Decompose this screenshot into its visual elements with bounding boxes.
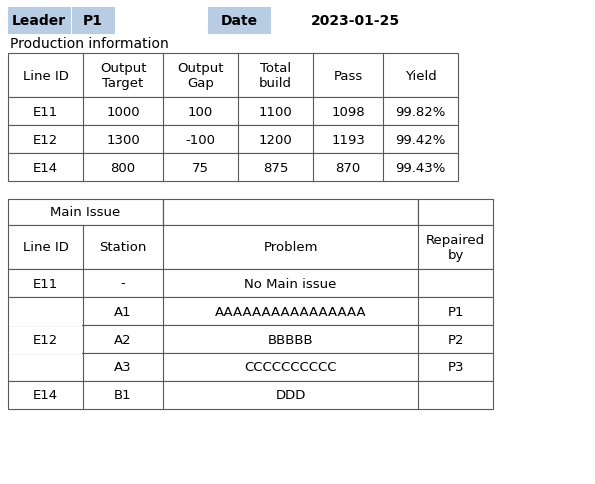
Bar (418, 199, 493, 226)
Bar (8, 325, 493, 353)
Bar (8, 270, 493, 297)
Text: 1193: 1193 (331, 133, 365, 146)
Text: P3: P3 (447, 361, 464, 374)
Text: 1300: 1300 (106, 133, 140, 146)
Text: 99.43%: 99.43% (395, 161, 446, 174)
Text: CCCCCCCCCC: CCCCCCCCCC (245, 361, 337, 374)
Bar (9, 352, 82, 354)
Bar (9, 325, 82, 326)
Text: 100: 100 (188, 106, 213, 118)
Bar (8, 226, 493, 270)
Text: Leader: Leader (12, 14, 66, 28)
Text: E11: E11 (33, 277, 58, 290)
Bar (8, 154, 458, 182)
Text: 1200: 1200 (259, 133, 292, 146)
Bar (8, 199, 163, 226)
Text: A2: A2 (114, 333, 132, 346)
Text: E11: E11 (33, 106, 58, 118)
Text: A1: A1 (114, 305, 132, 318)
Bar (8, 8, 70, 34)
Text: A3: A3 (114, 361, 132, 374)
Text: 75: 75 (192, 161, 209, 174)
Text: E14: E14 (33, 389, 58, 402)
Text: Pass: Pass (333, 69, 362, 82)
Text: -: - (121, 277, 126, 290)
Text: B1: B1 (114, 389, 132, 402)
Text: P1: P1 (83, 14, 103, 28)
Text: E14: E14 (33, 161, 58, 174)
Text: Problem: Problem (263, 241, 318, 254)
Text: -100: -100 (186, 133, 215, 146)
Bar (163, 199, 418, 226)
Text: Repaired
by: Repaired by (426, 233, 485, 261)
Text: Line ID: Line ID (23, 69, 68, 82)
Text: DDD: DDD (275, 389, 306, 402)
Text: E12: E12 (33, 133, 58, 146)
Text: 1000: 1000 (106, 106, 140, 118)
Text: Line ID: Line ID (23, 241, 68, 254)
Text: P2: P2 (447, 333, 464, 346)
Text: 99.82%: 99.82% (395, 106, 446, 118)
Text: Main Issue: Main Issue (51, 206, 121, 219)
Bar (8, 297, 493, 325)
Text: 99.42%: 99.42% (395, 133, 446, 146)
Bar (8, 54, 458, 98)
Text: 2023-01-25: 2023-01-25 (311, 14, 400, 28)
Text: 800: 800 (111, 161, 136, 174)
Text: Output
Target: Output Target (100, 62, 146, 90)
Bar (8, 98, 458, 126)
Text: Output
Gap: Output Gap (177, 62, 224, 90)
Text: P1: P1 (447, 305, 464, 318)
Text: Total
build: Total build (259, 62, 292, 90)
Bar (72, 8, 114, 34)
Text: AAAAAAAAAAAAAAAA: AAAAAAAAAAAAAAAA (215, 305, 367, 318)
Bar (8, 353, 493, 381)
Bar (8, 126, 458, 154)
Text: Station: Station (99, 241, 147, 254)
Text: No Main issue: No Main issue (245, 277, 337, 290)
Text: 1100: 1100 (259, 106, 292, 118)
Text: E12: E12 (33, 333, 58, 346)
Text: BBBBB: BBBBB (268, 333, 314, 346)
Text: Yield: Yield (405, 69, 436, 82)
Bar (8, 381, 493, 409)
Text: 870: 870 (336, 161, 361, 174)
Text: 875: 875 (263, 161, 288, 174)
Bar (208, 8, 270, 34)
Text: 1098: 1098 (331, 106, 365, 118)
Text: Date: Date (220, 14, 258, 28)
Text: Production information: Production information (10, 37, 169, 51)
